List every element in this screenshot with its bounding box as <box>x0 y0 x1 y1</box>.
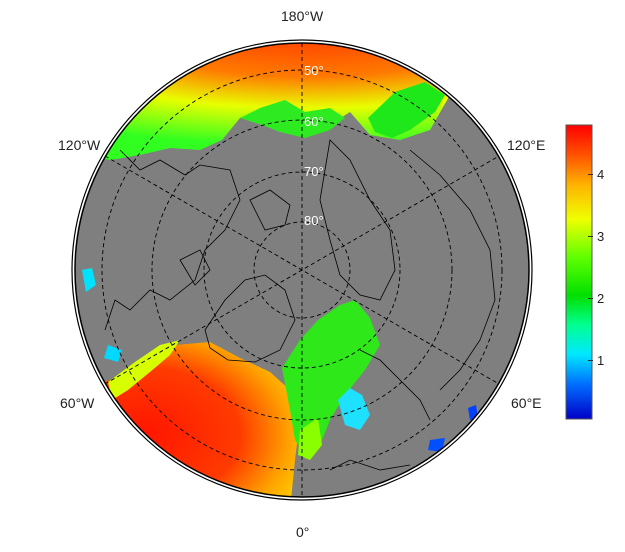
colorbar-gradient <box>565 124 593 420</box>
north-sea-region <box>298 418 322 460</box>
coastlines <box>104 139 496 471</box>
colorbar-tick-1: 1 <box>597 353 605 368</box>
map-frame-inner <box>74 42 530 498</box>
bering-sea-region <box>240 100 345 138</box>
lon-label-120e: 120°E <box>507 137 546 153</box>
colorbar-tick-mark-2 <box>588 298 593 299</box>
hudson-bay-cyan <box>82 268 96 292</box>
colorbar-tick-4: 4 <box>597 167 605 182</box>
lon-label-60e: 60°E <box>511 395 542 411</box>
coastal-cyan-patch <box>104 345 122 362</box>
colorbar-tick-3: 3 <box>597 229 605 244</box>
baltic-region <box>338 388 370 430</box>
lon-label-120w: 120°W <box>58 137 101 153</box>
lat-label-80: 80° <box>304 213 324 228</box>
lon-label-180w: 180°W <box>281 8 324 24</box>
labrador-sea-region <box>108 340 180 400</box>
graticule <box>101 43 503 497</box>
lat-circle-80 <box>253 221 351 319</box>
lat-circle-50 <box>101 69 503 471</box>
map-frame-outer <box>71 39 533 501</box>
colorbar-tick-mark-3 <box>588 236 593 237</box>
lat-label-60: 60° <box>304 114 324 129</box>
lon-label-60w: 60°W <box>60 395 95 411</box>
norwegian-sea-region <box>282 300 380 455</box>
mediterranean-blue-patch <box>428 438 445 452</box>
map-disk <box>75 43 529 497</box>
lat-circle-70 <box>203 171 401 369</box>
colorbar-tick-mark-4 <box>588 174 593 175</box>
lat-label-50: 50° <box>304 63 324 78</box>
lat-label-70: 70° <box>304 164 324 179</box>
meridian-60w-120e <box>104 155 500 385</box>
lat-circle-60 <box>151 119 453 421</box>
colorbar-tick-mark-1 <box>588 360 593 361</box>
colorbar-tick-2: 2 <box>597 291 605 306</box>
okhotsk-sea-region <box>368 82 445 138</box>
lon-label-0: 0° <box>296 524 310 540</box>
